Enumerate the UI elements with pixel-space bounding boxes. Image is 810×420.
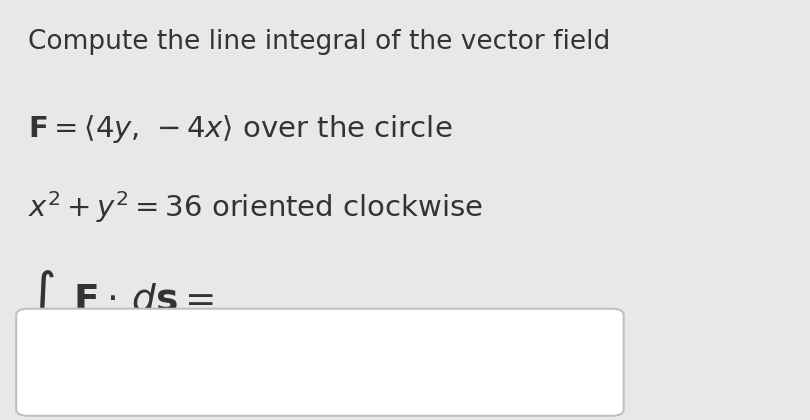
Text: Compute the line integral of the vector field: Compute the line integral of the vector … (28, 29, 611, 55)
Text: $\int_C \mathbf{F} \cdot\, d\mathbf{s} =$: $\int_C \mathbf{F} \cdot\, d\mathbf{s} =… (28, 269, 215, 333)
Text: $x^2 + y^2 = 36$ oriented clockwise: $x^2 + y^2 = 36$ oriented clockwise (28, 189, 483, 225)
Text: $\mathbf{F} = \langle 4y,\, -4x \rangle$ over the circle: $\mathbf{F} = \langle 4y,\, -4x \rangle$… (28, 113, 453, 145)
FancyBboxPatch shape (16, 309, 624, 416)
